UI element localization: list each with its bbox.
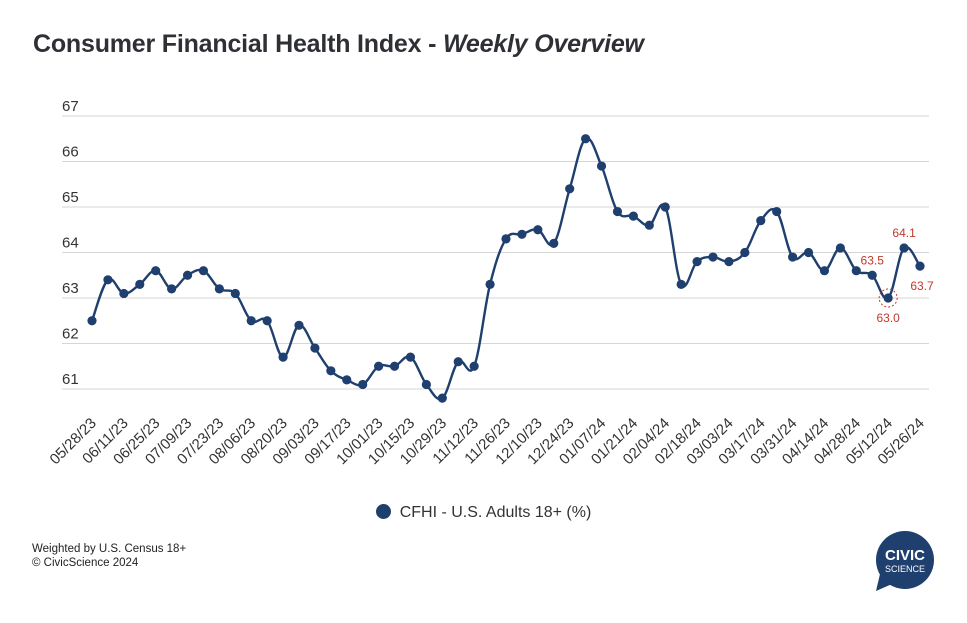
y-tick-label: 62 <box>62 326 79 343</box>
y-tick-label: 67 <box>62 98 79 115</box>
data-point <box>421 379 431 390</box>
footnote-weighting: Weighted by U.S. Census 18+ <box>32 543 187 555</box>
data-point <box>851 266 861 276</box>
data-point <box>708 252 718 262</box>
logo-text-science: SCIENCE <box>885 564 925 574</box>
data-point <box>246 316 256 326</box>
data-point <box>453 357 463 367</box>
y-tick-label: 66 <box>62 144 79 161</box>
data-point <box>581 134 591 144</box>
data-point <box>437 393 447 403</box>
data-point <box>517 229 527 239</box>
logo-text-civic: CIVIC <box>885 547 925 564</box>
y-tick-label: 64 <box>62 235 79 252</box>
data-point <box>899 243 909 253</box>
legend-marker <box>375 504 391 519</box>
footnotes: Weighted by U.S. Census 18+ © CivicScien… <box>32 542 186 570</box>
data-point <box>756 216 766 226</box>
data-point <box>389 361 400 371</box>
data-point <box>342 375 352 385</box>
data-point <box>772 206 782 217</box>
data-point <box>565 184 575 194</box>
data-point <box>87 316 97 326</box>
data-point <box>103 275 113 285</box>
data-point <box>596 161 607 171</box>
data-label: 64.1 <box>892 226 916 240</box>
data-point <box>660 202 670 212</box>
chart-title-main: Consumer Financial Health Index - <box>33 30 443 58</box>
legend-label: CFHI - U.S. Adults 18+ (%) <box>399 504 592 521</box>
data-point <box>262 316 272 326</box>
data-point <box>803 247 814 258</box>
data-point <box>374 361 384 371</box>
data-point <box>358 379 368 390</box>
y-tick-label: 63 <box>62 280 79 297</box>
legend: CFHI - U.S. Adults 18+ (%) <box>0 504 967 522</box>
series-line <box>90 137 922 401</box>
chart-title-sub: Weekly Overview <box>442 30 644 58</box>
data-label: 63.0 <box>876 311 900 325</box>
data-point <box>151 266 161 276</box>
data-point <box>883 293 893 303</box>
data-point <box>278 352 288 362</box>
data-point <box>549 238 559 248</box>
data-point <box>119 288 129 299</box>
data-point <box>612 206 623 217</box>
data-point <box>724 257 734 267</box>
data-point <box>835 243 845 253</box>
data-point <box>533 225 543 235</box>
data-point <box>469 361 479 371</box>
data-point <box>644 220 654 230</box>
y-tick-label: 65 <box>62 189 79 206</box>
data-point <box>214 284 224 294</box>
data-point <box>167 284 177 294</box>
data-point <box>405 352 416 362</box>
chart-title: Consumer Financial Health Index - Weekly… <box>33 30 644 59</box>
footnote-copyright: © CivicScience 2024 <box>32 557 139 569</box>
data-point <box>867 270 877 280</box>
data-point <box>628 211 638 221</box>
data-point <box>788 252 798 262</box>
data-point <box>294 320 304 330</box>
highlight-ring <box>878 288 898 308</box>
data-point <box>310 343 320 353</box>
civicscience-logo: CIVIC SCIENCE <box>876 531 934 591</box>
data-label: 63.7 <box>910 279 934 293</box>
y-tick-label: 61 <box>62 371 79 388</box>
data-point <box>692 257 702 267</box>
data-point <box>819 266 830 276</box>
data-point <box>230 288 240 299</box>
data-point <box>182 270 193 280</box>
data-label: 63.5 <box>861 253 885 267</box>
data-point <box>676 279 686 289</box>
data-point <box>485 279 495 289</box>
data-point <box>135 279 145 289</box>
data-point <box>740 247 750 258</box>
data-point <box>915 261 925 271</box>
data-point <box>501 234 511 244</box>
data-point <box>198 266 209 276</box>
data-point <box>326 366 336 376</box>
